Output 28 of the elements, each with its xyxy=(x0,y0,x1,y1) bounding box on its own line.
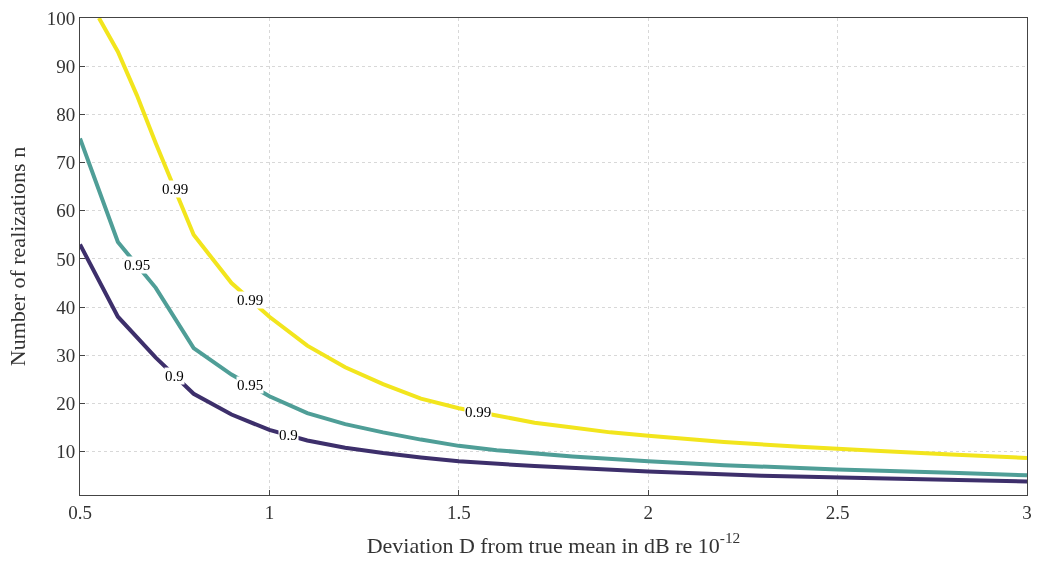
annotation: 0.9 xyxy=(165,368,184,384)
y-axis-title: Number of realizations n xyxy=(4,146,30,367)
x-tick-label: 3 xyxy=(1022,501,1032,523)
line-series xyxy=(96,18,1027,460)
annotation: 0.99 xyxy=(465,404,492,420)
x-tick-label: 2.5 xyxy=(825,501,850,523)
annotation: 0.9 xyxy=(279,427,298,443)
annotation: 0.95 xyxy=(237,377,264,393)
y-tick-label: 50 xyxy=(56,248,76,270)
y-tick-label: 60 xyxy=(56,200,76,222)
annotation: 0.99 xyxy=(162,181,189,197)
y-tick-label: 20 xyxy=(56,393,76,415)
y-tick-label: 30 xyxy=(56,344,76,366)
y-tick-label: 10 xyxy=(56,441,76,463)
x-axis-title: Deviation D from true mean in dB re 10$^{-12}$ xyxy=(366,529,741,558)
line-series xyxy=(80,242,1027,484)
y-tick-label: 70 xyxy=(56,152,76,174)
y-tick-label: 40 xyxy=(56,296,76,318)
annotation: 0.95 xyxy=(124,257,151,273)
annotation: 0.99 xyxy=(237,292,264,308)
y-tick-label: 80 xyxy=(56,104,76,126)
x-tick-label: 0.5 xyxy=(68,501,92,523)
y-tick-label: 100 xyxy=(46,7,76,29)
x-tick-label: 1 xyxy=(264,501,275,523)
y-tick-label: 90 xyxy=(56,55,76,77)
x-tick-label: 2 xyxy=(643,501,653,523)
x-tick-label: 1.5 xyxy=(446,501,471,523)
line-series xyxy=(80,136,1027,478)
